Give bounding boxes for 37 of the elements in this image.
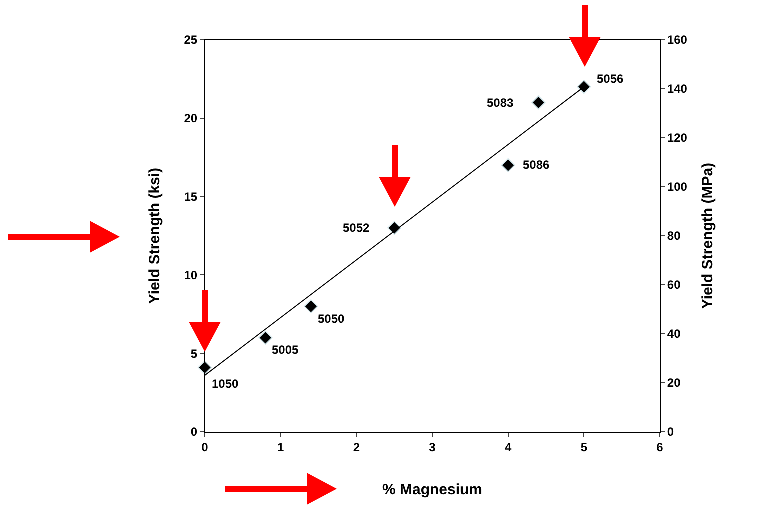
annotation: 5052 (343, 221, 370, 235)
y-tick-label: 0 (190, 425, 198, 440)
annotation: 5050 (318, 312, 346, 326)
point (258, 330, 273, 345)
annotation: 5083 (487, 96, 514, 110)
x-tick-label: 1 (277, 440, 284, 454)
point (532, 96, 546, 110)
y-tick-label: 5 (190, 346, 198, 361)
y2-tick-label: 0 (667, 425, 674, 440)
y2-tick-label: 140 (667, 82, 688, 96)
annotation: 5056 (597, 72, 624, 86)
x-tick-label: 6 (656, 440, 664, 454)
x-tick-label: 5 (580, 440, 588, 454)
y-tick-label: 10 (184, 268, 198, 282)
y2-tick-label: 160 (667, 33, 688, 48)
x-tick-label: 3 (429, 440, 436, 454)
point (304, 300, 318, 314)
y2-tick-label: 20 (667, 376, 682, 390)
annotation: 5086 (523, 158, 550, 172)
x-axis-title: % Magnesium (382, 481, 483, 498)
y2-tick-label: 40 (667, 327, 682, 342)
x-tick-label: 0 (202, 440, 209, 454)
annotation: 1050 (212, 377, 240, 391)
y-axis-title: Yield Strength (ksi) (146, 168, 164, 304)
y2-axis-title: Yield Strength (MPa) (700, 162, 717, 310)
y2-tick-label: 60 (667, 278, 682, 292)
point (577, 80, 592, 94)
x-tick-label: 4 (504, 440, 512, 454)
annotation: 5005 (272, 343, 300, 357)
y2-tick-label: 120 (667, 131, 688, 146)
y-tick-label: 25 (184, 33, 198, 48)
point (501, 158, 516, 172)
y-tick-label: 20 (184, 112, 198, 126)
x-tick-label: 2 (353, 440, 360, 454)
y-tick-label: 15 (184, 190, 198, 204)
y2-tick-label: 100 (667, 180, 688, 194)
y2-tick-label: 80 (667, 229, 682, 244)
